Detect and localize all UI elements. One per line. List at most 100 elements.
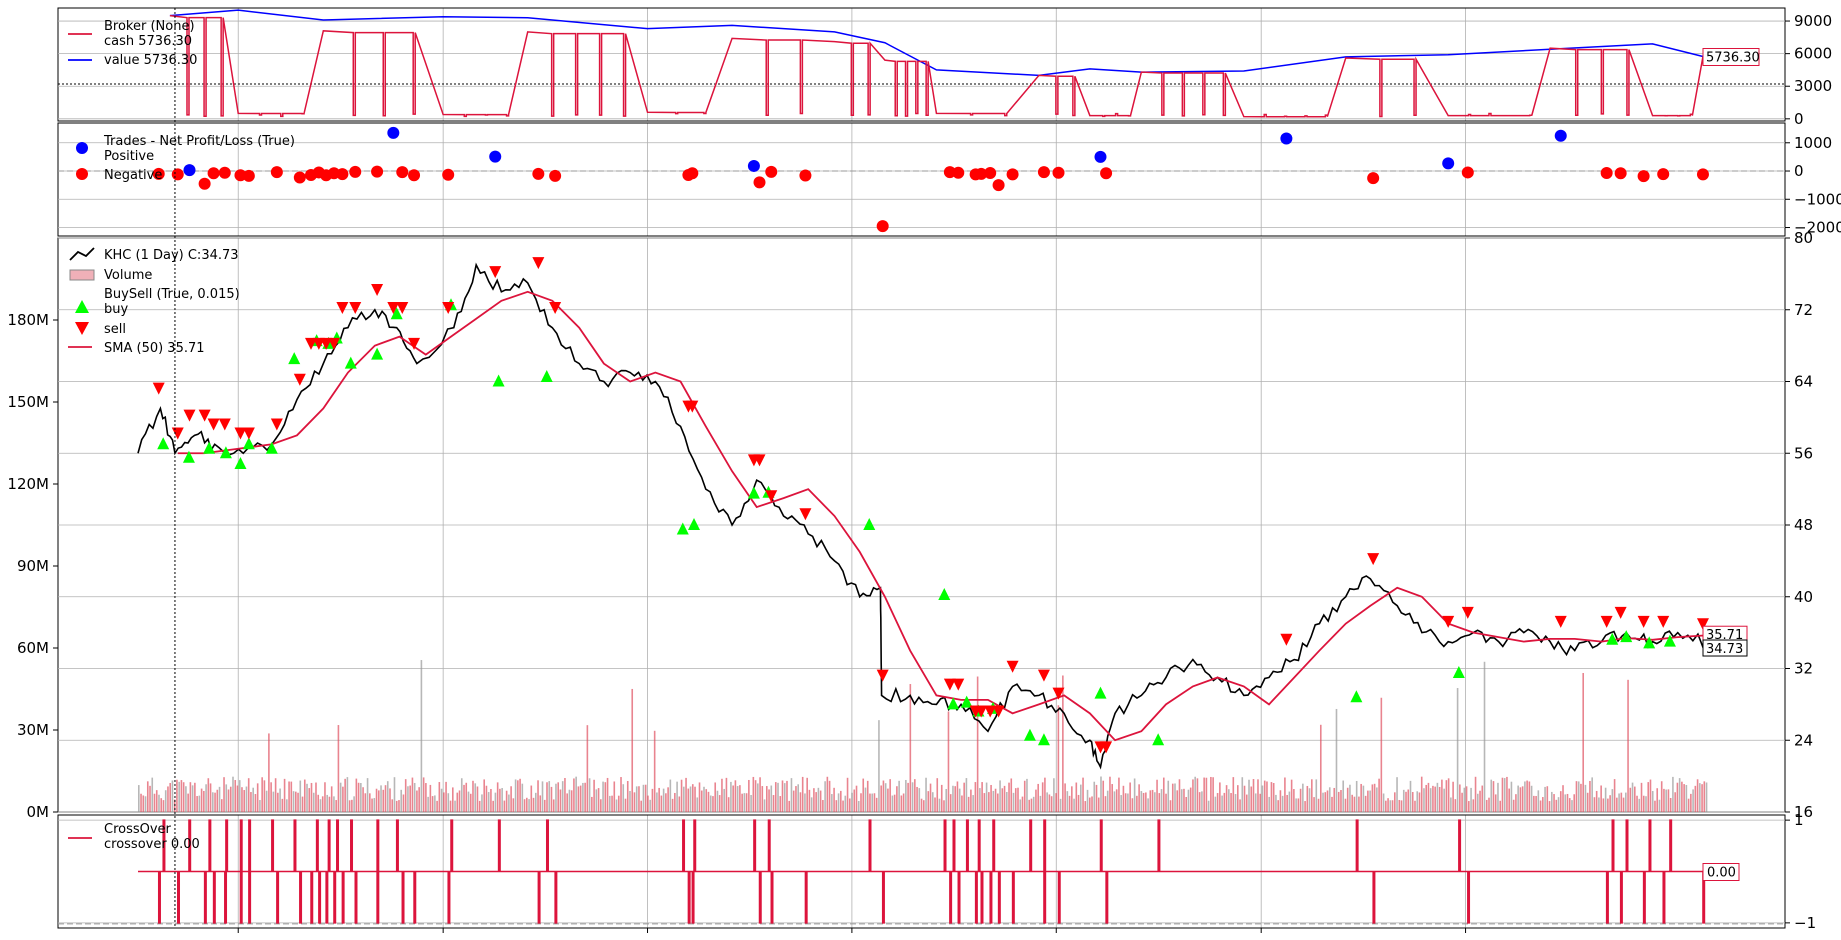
volume-bar xyxy=(723,788,725,812)
trade-positive-point xyxy=(1554,129,1567,142)
volume-bar xyxy=(523,799,526,812)
volume-bar xyxy=(1676,782,1679,812)
volume-bar xyxy=(801,776,804,812)
volume-bar xyxy=(1503,778,1506,812)
volume-bar xyxy=(909,684,912,812)
volume-bar xyxy=(277,792,279,812)
volume-bar xyxy=(949,794,952,812)
volume-bar xyxy=(600,799,602,812)
legend-khc-label: KHC (1 Day) C:34.73 xyxy=(104,248,239,263)
volume-bar xyxy=(1557,797,1560,812)
volume-bar xyxy=(425,783,427,812)
volume-bar xyxy=(1086,789,1089,812)
volume-bar xyxy=(1154,792,1156,812)
volume-bar xyxy=(449,800,452,812)
volume-bar xyxy=(620,777,622,812)
volume-bar xyxy=(1122,785,1125,812)
volume-bar xyxy=(1328,787,1331,812)
volume-bar xyxy=(1335,708,1338,812)
volume-bar xyxy=(348,800,351,812)
volume-bar xyxy=(1187,789,1190,812)
volume-bar xyxy=(813,788,815,812)
price-ytick-label: 40 xyxy=(1794,588,1813,606)
volume-bar xyxy=(1609,795,1611,812)
volume-bar xyxy=(463,784,465,812)
volume-bar xyxy=(1017,787,1019,812)
volume-bar xyxy=(1023,780,1026,812)
volume-bar xyxy=(335,800,337,812)
volume-bar xyxy=(1322,792,1324,812)
volume-bar xyxy=(1201,791,1203,812)
sell-marker xyxy=(532,257,545,270)
volume-bar xyxy=(483,779,485,812)
volume-bar xyxy=(1290,779,1293,812)
sell-marker xyxy=(747,454,760,467)
volume-bar xyxy=(171,780,174,812)
volume-bar xyxy=(790,778,793,812)
volume-bar xyxy=(492,800,494,812)
volume-bar xyxy=(546,782,548,812)
volume-bar xyxy=(326,794,328,812)
sma-value-label: 35.71 xyxy=(1706,628,1743,643)
volume-bar xyxy=(1548,801,1551,812)
volume-bar xyxy=(1470,787,1472,812)
volume-bar xyxy=(1171,783,1174,812)
volume-bar xyxy=(564,778,566,812)
volume-bar xyxy=(1483,661,1486,812)
volume-bar xyxy=(178,781,180,812)
volume-bar xyxy=(1396,777,1398,812)
volume-bar xyxy=(954,786,956,812)
volume-bar xyxy=(369,793,371,812)
trade-negative-point xyxy=(207,167,220,180)
price-vol-tick-label: 180M xyxy=(7,311,49,329)
volume-bar xyxy=(981,782,983,812)
volume-bar xyxy=(342,786,344,812)
buy-marker xyxy=(1037,733,1050,746)
volume-bar xyxy=(1176,790,1179,812)
volume-bar xyxy=(407,786,409,812)
volume-bar xyxy=(1349,784,1351,812)
volume-bar xyxy=(382,789,385,812)
sell-marker xyxy=(396,301,409,314)
volume-bar xyxy=(1102,780,1105,812)
volume-bar xyxy=(218,786,221,812)
volume-bar xyxy=(270,782,272,812)
volume-bar xyxy=(310,782,313,812)
trade-positive-point xyxy=(489,150,502,163)
volume-bar xyxy=(1113,791,1116,812)
volume-bar xyxy=(1472,799,1475,812)
volume-bar xyxy=(1638,798,1641,812)
buy-marker xyxy=(1350,690,1363,703)
trade-negative-point xyxy=(753,176,766,189)
volume-bar xyxy=(873,793,876,812)
volume-bar xyxy=(635,786,638,812)
trade-negative-point xyxy=(293,171,306,184)
volume-bar xyxy=(988,792,990,812)
volume-bar xyxy=(1073,798,1075,812)
trade-negative-point xyxy=(876,220,889,233)
volume-bar xyxy=(1272,783,1275,812)
volume-bar xyxy=(1521,786,1524,812)
volume-bar xyxy=(1158,793,1161,812)
volume-bar xyxy=(346,777,349,812)
trade-positive-point xyxy=(1280,132,1293,145)
sell-marker xyxy=(152,382,165,395)
volume-bar xyxy=(243,790,246,812)
volume-bar xyxy=(295,791,297,812)
volume-bar xyxy=(1026,778,1028,812)
volume-bar xyxy=(519,778,521,812)
volume-bar xyxy=(555,783,557,812)
volume-bar xyxy=(1423,788,1425,812)
volume-bar xyxy=(447,793,450,812)
volume-bar xyxy=(595,789,598,812)
buy-marker xyxy=(288,352,301,365)
volume-bar xyxy=(777,782,779,812)
volume-bar xyxy=(1306,785,1309,812)
volume-bar xyxy=(1147,798,1149,812)
volume-bar xyxy=(1039,795,1042,812)
volume-bar xyxy=(1041,782,1044,812)
volume-bar xyxy=(1167,780,1170,812)
volume-bar xyxy=(1672,776,1674,812)
volume-bar xyxy=(180,780,183,812)
